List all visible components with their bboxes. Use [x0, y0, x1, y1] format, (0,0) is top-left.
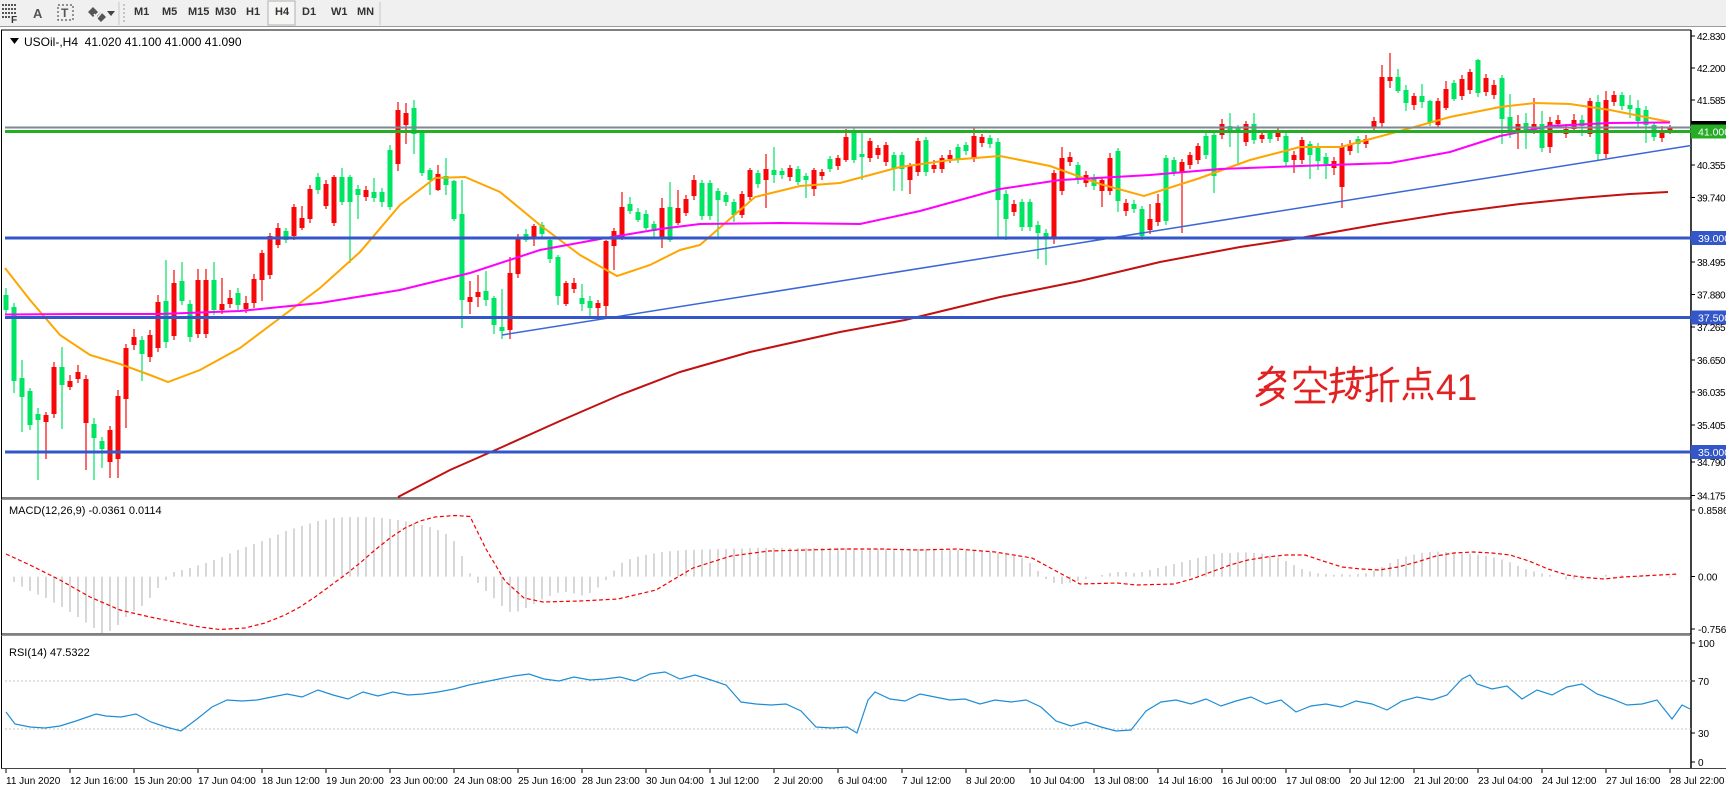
svg-text:USOil-,H4 41.020 41.100 41.00: USOil-,H4 41.020 41.100 41.000 41.090 [24, 35, 242, 49]
svg-text:23 Jun 00:00: 23 Jun 00:00 [390, 776, 448, 787]
svg-text:42.830: 42.830 [1697, 32, 1726, 43]
svg-text:39.000: 39.000 [1698, 233, 1726, 245]
svg-text:41.000: 41.000 [1698, 127, 1726, 139]
svg-text:18 Jun 12:00: 18 Jun 12:00 [262, 776, 320, 787]
svg-text:40.355: 40.355 [1697, 161, 1726, 172]
svg-text:2 Jul 20:00: 2 Jul 20:00 [774, 776, 823, 787]
svg-text:37.500: 37.500 [1698, 313, 1726, 325]
svg-text:8 Jul 20:00: 8 Jul 20:00 [966, 776, 1015, 787]
svg-text:0: 0 [1698, 758, 1704, 769]
svg-text:17 Jul 08:00: 17 Jul 08:00 [1286, 776, 1341, 787]
svg-text:30: 30 [1698, 729, 1710, 740]
svg-text:17 Jun 04:00: 17 Jun 04:00 [198, 776, 256, 787]
svg-text:24 Jul 12:00: 24 Jul 12:00 [1542, 776, 1597, 787]
svg-text:1 Jul 12:00: 1 Jul 12:00 [710, 776, 759, 787]
svg-text:34.790: 34.790 [1697, 458, 1726, 469]
svg-text:34.175: 34.175 [1697, 492, 1726, 503]
svg-text:0.8586: 0.8586 [1698, 506, 1726, 517]
svg-text:35.405: 35.405 [1697, 421, 1726, 432]
svg-text:25 Jun 16:00: 25 Jun 16:00 [518, 776, 576, 787]
svg-text:12 Jun 16:00: 12 Jun 16:00 [70, 776, 128, 787]
svg-text:30 Jun 04:00: 30 Jun 04:00 [646, 776, 704, 787]
svg-text:42.200: 42.200 [1697, 64, 1726, 75]
svg-text:28 Jul 22:00: 28 Jul 22:00 [1670, 776, 1725, 787]
svg-text:37.265: 37.265 [1697, 323, 1726, 334]
svg-text:38.495: 38.495 [1697, 258, 1726, 269]
svg-text:10 Jul 04:00: 10 Jul 04:00 [1030, 776, 1085, 787]
svg-text:A: A [33, 6, 43, 21]
svg-text:11 Jun 2020: 11 Jun 2020 [6, 776, 61, 787]
svg-text:6 Jul 04:00: 6 Jul 04:00 [838, 776, 887, 787]
svg-text:35.000: 35.000 [1698, 447, 1726, 459]
svg-text:36.035: 36.035 [1697, 388, 1726, 399]
svg-text:24 Jun 08:00: 24 Jun 08:00 [454, 776, 512, 787]
svg-text:100: 100 [1698, 639, 1715, 650]
svg-text:16 Jul 00:00: 16 Jul 00:00 [1222, 776, 1277, 787]
svg-text:23 Jul 04:00: 23 Jul 04:00 [1478, 776, 1533, 787]
svg-text:15 Jun 20:00: 15 Jun 20:00 [134, 776, 192, 787]
svg-text:T: T [61, 6, 69, 20]
svg-text:20 Jul 12:00: 20 Jul 12:00 [1350, 776, 1405, 787]
svg-text:39.740: 39.740 [1697, 194, 1726, 205]
svg-text:7 Jul 12:00: 7 Jul 12:00 [902, 776, 951, 787]
svg-text:19 Jun 20:00: 19 Jun 20:00 [326, 776, 384, 787]
svg-text:41: 41 [1436, 367, 1477, 408]
svg-text:28 Jun 23:00: 28 Jun 23:00 [582, 776, 640, 787]
svg-text:70: 70 [1698, 677, 1710, 688]
svg-text:RSI(14) 47.5322: RSI(14) 47.5322 [9, 647, 90, 659]
svg-text:0.00: 0.00 [1698, 573, 1718, 584]
svg-text:F: F [11, 15, 17, 26]
svg-text:27 Jul 16:00: 27 Jul 16:00 [1606, 776, 1661, 787]
svg-text:-0.7562: -0.7562 [1698, 625, 1726, 636]
svg-text:37.880: 37.880 [1697, 291, 1726, 302]
svg-text:14 Jul 16:00: 14 Jul 16:00 [1158, 776, 1213, 787]
svg-text:MACD(12,26,9) -0.0361 0.0114: MACD(12,26,9) -0.0361 0.0114 [9, 505, 162, 517]
svg-text:41.585: 41.585 [1697, 96, 1726, 107]
svg-text:36.650: 36.650 [1697, 356, 1726, 367]
svg-text:13 Jul 08:00: 13 Jul 08:00 [1094, 776, 1149, 787]
svg-text:21 Jul 20:00: 21 Jul 20:00 [1414, 776, 1469, 787]
